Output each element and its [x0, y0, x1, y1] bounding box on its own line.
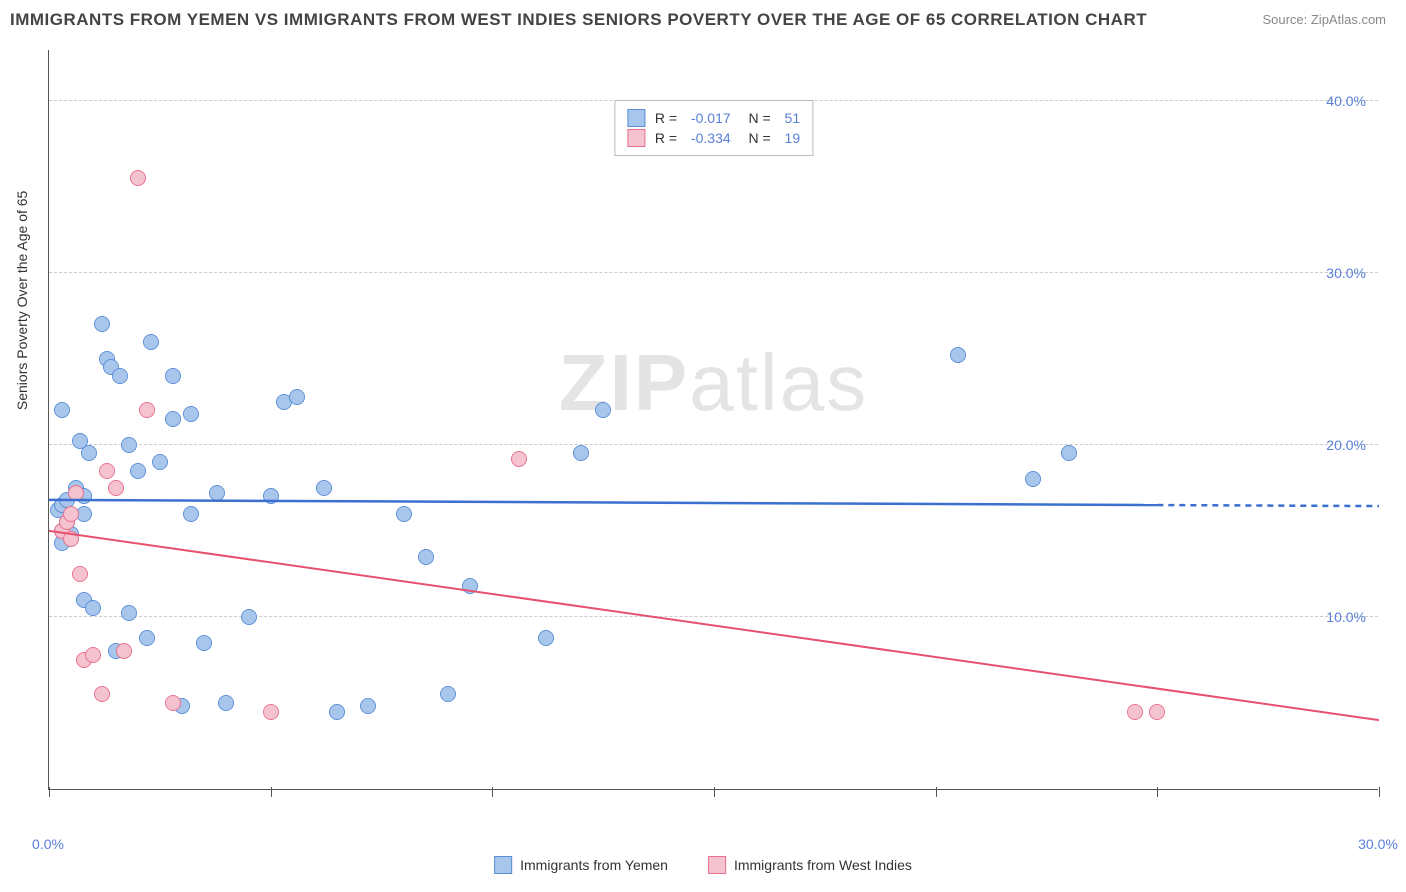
data-point — [165, 695, 181, 711]
x-tick — [936, 787, 937, 797]
data-point — [85, 647, 101, 663]
data-point — [418, 549, 434, 565]
data-point — [1127, 704, 1143, 720]
data-point — [396, 506, 412, 522]
data-point — [950, 347, 966, 363]
legend-stats-row: R = -0.017 N = 51 — [627, 109, 800, 127]
data-point — [99, 463, 115, 479]
data-point — [196, 635, 212, 651]
watermark-atlas: atlas — [689, 338, 868, 427]
data-point — [218, 695, 234, 711]
data-point — [68, 485, 84, 501]
data-point — [94, 316, 110, 332]
data-point — [54, 402, 70, 418]
chart-container: IMMIGRANTS FROM YEMEN VS IMMIGRANTS FROM… — [0, 0, 1406, 892]
y-tick-label: 40.0% — [1326, 93, 1366, 109]
legend-bottom: Immigrants from Yemen Immigrants from We… — [494, 856, 912, 874]
y-tick-label: 20.0% — [1326, 437, 1366, 453]
legend-item: Immigrants from Yemen — [494, 856, 668, 874]
x-tick — [714, 787, 715, 797]
legend-swatch-icon — [627, 109, 645, 127]
legend-swatch-icon — [627, 129, 645, 147]
data-point — [85, 600, 101, 616]
y-tick-label: 10.0% — [1326, 609, 1366, 625]
x-tick — [1379, 787, 1380, 797]
data-point — [263, 488, 279, 504]
legend-stats: R = -0.017 N = 51 R = -0.334 N = 19 — [614, 100, 813, 156]
x-tick-label: 0.0% — [32, 836, 64, 852]
n-label: N = — [741, 130, 775, 146]
data-point — [130, 170, 146, 186]
data-point — [139, 402, 155, 418]
legend-stats-row: R = -0.334 N = 19 — [627, 129, 800, 147]
legend-item: Immigrants from West Indies — [708, 856, 912, 874]
data-point — [440, 686, 456, 702]
data-point — [152, 454, 168, 470]
watermark-zip: ZIP — [559, 338, 689, 427]
data-point — [360, 698, 376, 714]
x-tick — [1157, 787, 1158, 797]
data-point — [121, 605, 137, 621]
data-point — [165, 411, 181, 427]
chart-title: IMMIGRANTS FROM YEMEN VS IMMIGRANTS FROM… — [10, 10, 1147, 30]
plot-area: ZIPatlas R = -0.017 N = 51 R = -0.334 N … — [48, 50, 1378, 790]
data-point — [165, 368, 181, 384]
data-point — [72, 566, 88, 582]
data-point — [462, 578, 478, 594]
data-point — [130, 463, 146, 479]
data-point — [329, 704, 345, 720]
x-tick-label: 30.0% — [1358, 836, 1398, 852]
n-value: 19 — [785, 130, 801, 146]
data-point — [139, 630, 155, 646]
x-tick — [271, 787, 272, 797]
data-point — [94, 686, 110, 702]
data-point — [595, 402, 611, 418]
n-value: 51 — [785, 110, 801, 126]
data-point — [1061, 445, 1077, 461]
data-point — [538, 630, 554, 646]
r-label: R = — [655, 110, 681, 126]
grid-line — [49, 444, 1378, 445]
data-point — [183, 406, 199, 422]
x-tick — [492, 787, 493, 797]
legend-label: Immigrants from Yemen — [520, 857, 668, 873]
data-point — [183, 506, 199, 522]
data-point — [63, 531, 79, 547]
data-point — [116, 643, 132, 659]
data-point — [112, 368, 128, 384]
data-point — [63, 506, 79, 522]
data-point — [289, 389, 305, 405]
legend-label: Immigrants from West Indies — [734, 857, 912, 873]
data-point — [1149, 704, 1165, 720]
legend-swatch-icon — [708, 856, 726, 874]
x-tick — [49, 787, 50, 797]
grid-line — [49, 272, 1378, 273]
r-label: R = — [655, 130, 681, 146]
source-attribution: Source: ZipAtlas.com — [1262, 12, 1386, 27]
data-point — [1025, 471, 1041, 487]
trend-lines — [49, 49, 1379, 789]
y-tick-label: 30.0% — [1326, 265, 1366, 281]
data-point — [511, 451, 527, 467]
data-point — [81, 445, 97, 461]
data-point — [241, 609, 257, 625]
n-label: N = — [741, 110, 775, 126]
data-point — [121, 437, 137, 453]
r-value: -0.334 — [691, 130, 731, 146]
data-point — [143, 334, 159, 350]
data-point — [209, 485, 225, 501]
data-point — [108, 480, 124, 496]
y-axis-title: Seniors Poverty Over the Age of 65 — [14, 191, 30, 410]
r-value: -0.017 — [691, 110, 731, 126]
data-point — [573, 445, 589, 461]
legend-swatch-icon — [494, 856, 512, 874]
data-point — [263, 704, 279, 720]
data-point — [316, 480, 332, 496]
